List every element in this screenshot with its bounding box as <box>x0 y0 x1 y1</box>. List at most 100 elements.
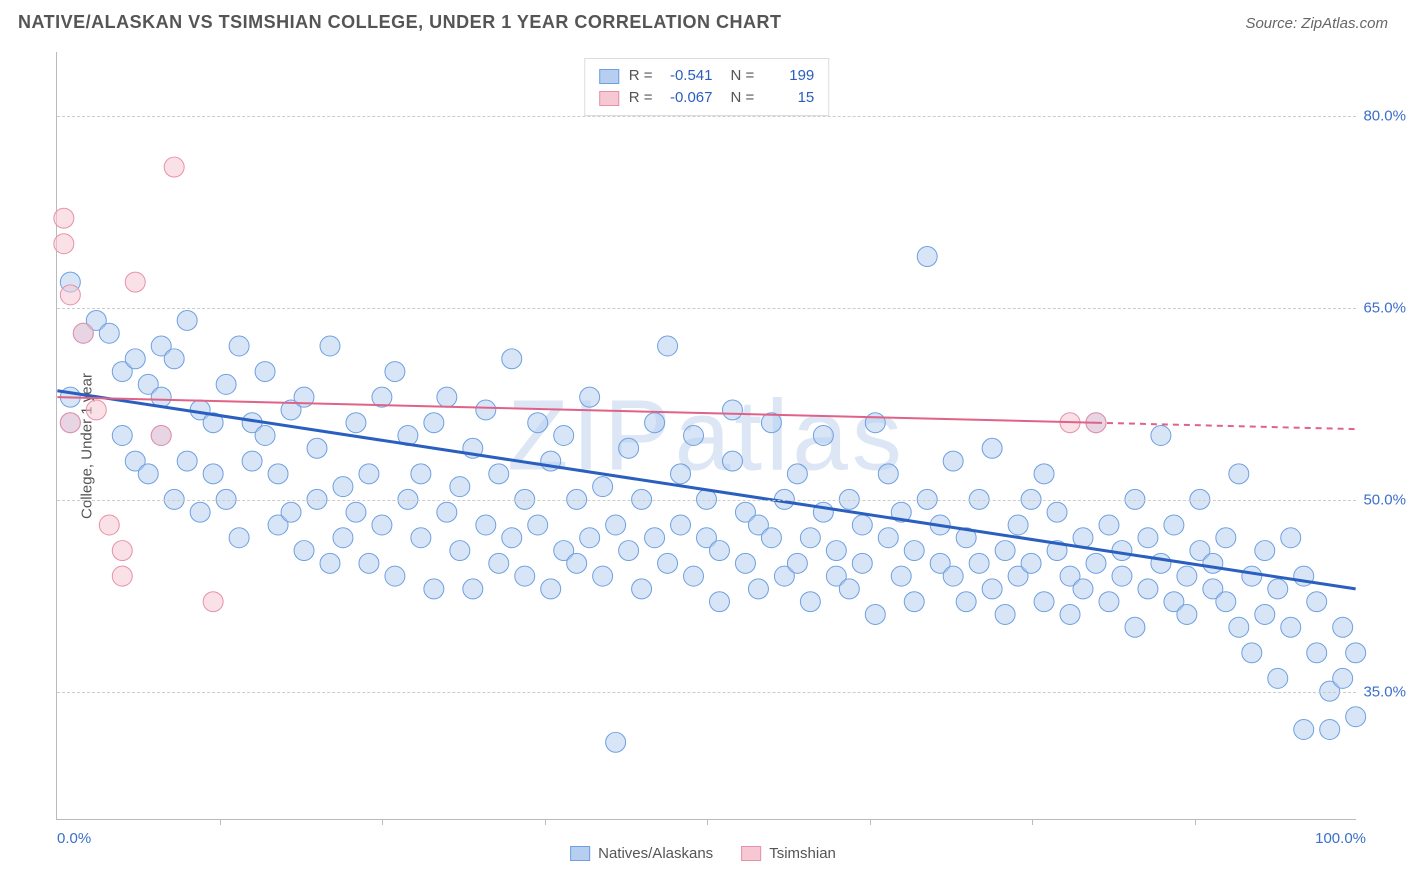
scatter-point <box>748 579 768 599</box>
scatter-point <box>1125 617 1145 637</box>
scatter-point <box>1216 592 1236 612</box>
scatter-point <box>1307 643 1327 663</box>
scatter-point <box>1177 604 1197 624</box>
scatter-point <box>1177 566 1197 586</box>
scatter-point <box>671 464 691 484</box>
x-tick <box>707 819 708 825</box>
legend-series-label: Natives/Alaskans <box>598 845 713 862</box>
scatter-point <box>593 566 613 586</box>
scatter-point <box>709 592 729 612</box>
scatter-point <box>1216 528 1236 548</box>
scatter-point <box>1138 528 1158 548</box>
chart-plot-area: ZIPatlas R = -0.541 N = 199 R = -0.067 N… <box>56 52 1356 820</box>
scatter-point <box>359 553 379 573</box>
scatter-point <box>956 592 976 612</box>
scatter-point <box>1086 553 1106 573</box>
legend-series: Natives/Alaskans Tsimshian <box>570 832 836 874</box>
scatter-point <box>982 438 1002 458</box>
scatter-point <box>1112 541 1132 561</box>
scatter-point <box>463 579 483 599</box>
scatter-point <box>489 464 509 484</box>
scatter-point <box>333 477 353 497</box>
scatter-point <box>307 438 327 458</box>
scatter-point <box>1333 617 1353 637</box>
scatter-point <box>1255 604 1275 624</box>
scatter-point <box>904 541 924 561</box>
scatter-point <box>541 579 561 599</box>
source-credit: Source: ZipAtlas.com <box>1245 15 1388 32</box>
legend-n-label: N = <box>731 65 755 87</box>
scatter-point <box>606 515 626 535</box>
scatter-point <box>645 413 665 433</box>
y-tick-label: 80.0% <box>1361 108 1406 125</box>
scatter-point <box>476 515 496 535</box>
scatter-point <box>203 592 223 612</box>
legend-n-value: 15 <box>764 87 814 109</box>
scatter-point <box>1333 668 1353 688</box>
scatter-point <box>1268 579 1288 599</box>
scatter-point <box>1320 720 1340 740</box>
scatter-point <box>1008 515 1028 535</box>
x-tick <box>382 819 383 825</box>
scatter-point <box>969 553 989 573</box>
scatter-point <box>255 362 275 382</box>
x-tick <box>870 819 871 825</box>
scatter-point <box>1281 617 1301 637</box>
scatter-point <box>1099 592 1119 612</box>
scatter-point <box>1151 553 1171 573</box>
scatter-point <box>216 374 236 394</box>
scatter-point <box>255 426 275 446</box>
scatter-point <box>489 553 509 573</box>
scatter-point <box>242 451 262 471</box>
legend-swatch <box>741 846 761 861</box>
gridline-horizontal <box>57 308 1356 309</box>
scatter-point <box>1021 553 1041 573</box>
scatter-point <box>684 566 704 586</box>
scatter-point <box>528 515 548 535</box>
x-tick-label: 100.0% <box>1315 830 1366 847</box>
x-tick <box>1195 819 1196 825</box>
y-tick-label: 65.0% <box>1361 300 1406 317</box>
scatter-point <box>865 604 885 624</box>
scatter-point <box>411 464 431 484</box>
scatter-point <box>1034 464 1054 484</box>
scatter-point <box>684 426 704 446</box>
scatter-point <box>1034 592 1054 612</box>
scatter-point <box>1203 553 1223 573</box>
scatter-point <box>800 592 820 612</box>
scatter-point <box>1242 566 1262 586</box>
scatter-point <box>878 528 898 548</box>
scatter-point <box>852 553 872 573</box>
scatter-point <box>320 336 340 356</box>
legend-r-label: R = <box>629 65 653 87</box>
legend-r-value: -0.541 <box>663 65 713 87</box>
scatter-point <box>1138 579 1158 599</box>
scatter-point <box>800 528 820 548</box>
legend-series-item: Tsimshian <box>741 845 836 862</box>
trend-line-extrapolated <box>1096 423 1356 429</box>
legend-swatch <box>599 69 619 84</box>
scatter-point <box>177 451 197 471</box>
legend-swatch <box>570 846 590 861</box>
scatter-point <box>372 515 392 535</box>
scatter-point <box>1255 541 1275 561</box>
scatter-point <box>787 464 807 484</box>
scatter-point <box>995 604 1015 624</box>
scatter-point <box>502 528 522 548</box>
scatter-point <box>619 541 639 561</box>
gridline-horizontal <box>57 116 1356 117</box>
scatter-point <box>1112 566 1132 586</box>
legend-n-label: N = <box>731 87 755 109</box>
scatter-point <box>658 553 678 573</box>
scatter-point <box>995 541 1015 561</box>
scatter-point <box>281 502 301 522</box>
scatter-point <box>1073 579 1093 599</box>
scatter-point <box>580 387 600 407</box>
legend-correlation-box: R = -0.541 N = 199 R = -0.067 N = 15 <box>584 58 830 116</box>
scatter-point <box>891 566 911 586</box>
scatter-point <box>554 426 574 446</box>
scatter-point <box>580 528 600 548</box>
scatter-point <box>1164 515 1184 535</box>
scatter-point <box>151 426 171 446</box>
legend-swatch <box>599 91 619 106</box>
